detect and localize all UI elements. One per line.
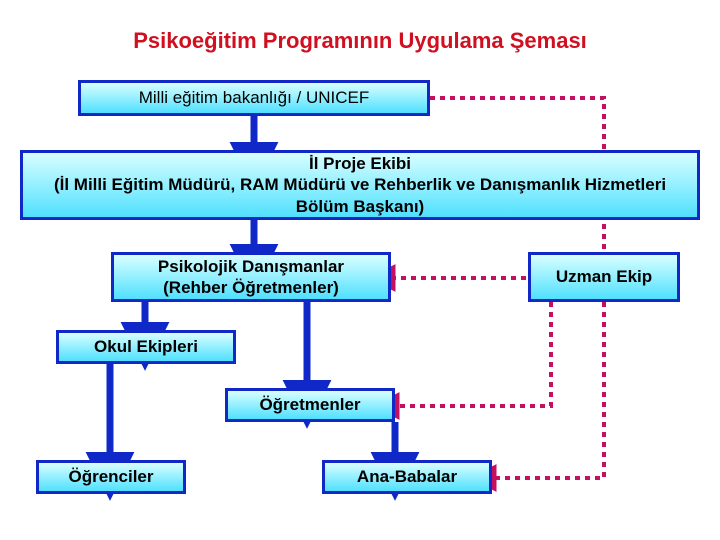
node-label: Okul Ekipleri <box>94 336 198 357</box>
edge-9 <box>395 302 551 406</box>
node-uzman: Uzman Ekip <box>528 252 680 302</box>
node-meb: Milli eğitim bakanlığı / UNICEF <box>78 80 430 116</box>
diagram-title: Psikoeğitim Programının Uygulama Şeması <box>0 28 720 54</box>
node-ogrenci: Öğrenciler <box>36 460 186 494</box>
node-label: Ana-Babalar <box>357 466 457 487</box>
node-psik: Psikolojik Danışmanlar(Rehber Öğretmenle… <box>111 252 391 302</box>
node-ilproje: İl Proje Ekibi(İl Milli Eğitim Müdürü, R… <box>20 150 700 220</box>
node-label: Milli eğitim bakanlığı / UNICEF <box>139 87 370 108</box>
node-ana: Ana-Babalar <box>322 460 492 494</box>
node-label: İl Proje Ekibi(İl Milli Eğitim Müdürü, R… <box>29 153 691 217</box>
edge-8 <box>492 302 604 478</box>
node-ogret: Öğretmenler <box>225 388 395 422</box>
node-label: Psikolojik Danışmanlar(Rehber Öğretmenle… <box>158 256 344 299</box>
node-label: Uzman Ekip <box>556 266 652 287</box>
node-okul: Okul Ekipleri <box>56 330 236 364</box>
node-label: Öğrenciler <box>68 466 153 487</box>
node-label: Öğretmenler <box>259 394 360 415</box>
